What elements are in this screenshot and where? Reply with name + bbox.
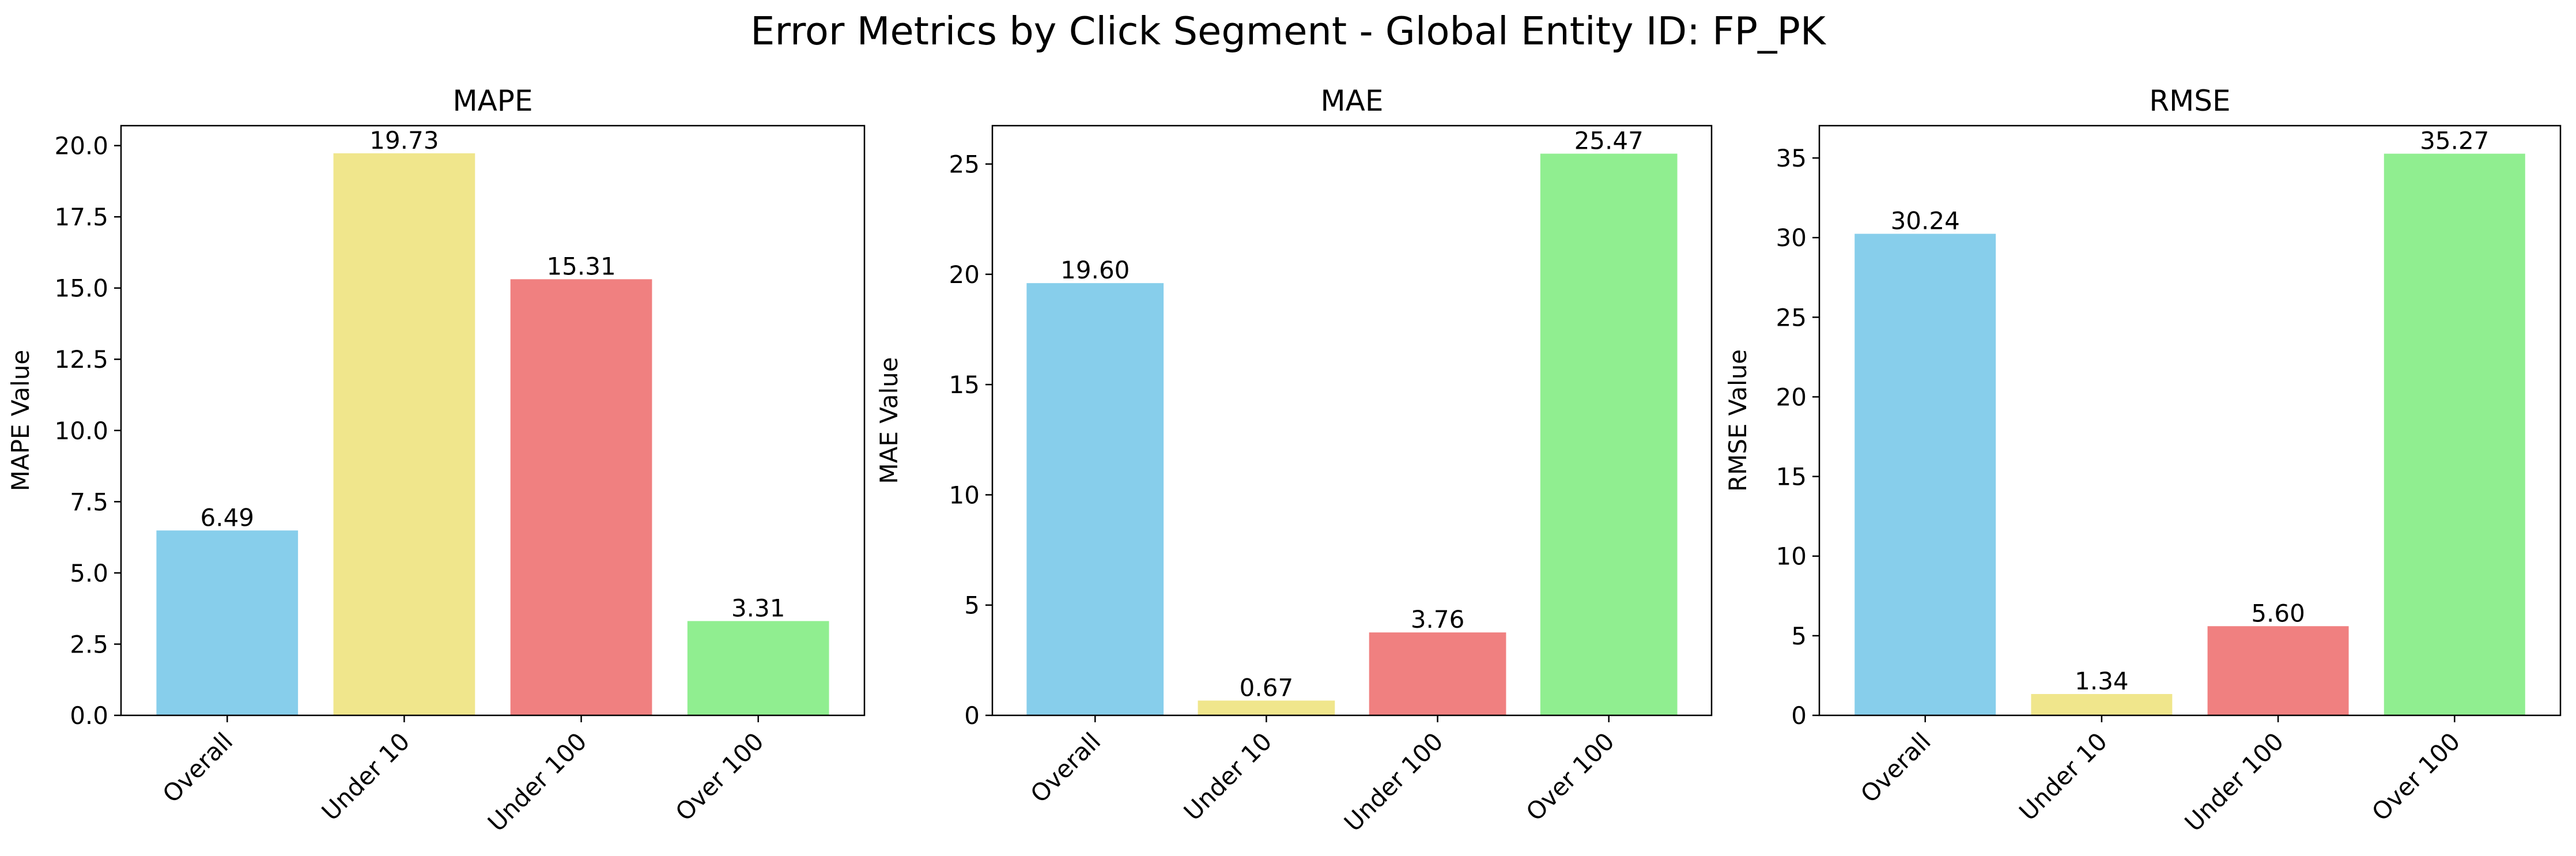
y-tick-label: 7.5 (70, 488, 108, 516)
y-tick-label: 25 (1776, 303, 1807, 331)
bar-value-label: 25.47 (1574, 127, 1644, 155)
bar (1026, 283, 1164, 715)
bar-value-label: 3.76 (1411, 605, 1465, 633)
panel-title: MAE (1321, 84, 1384, 118)
y-tick-label: 15 (949, 371, 980, 399)
y-tick-label: 20.0 (54, 132, 108, 160)
bar (1540, 153, 1678, 715)
bar-value-label: 1.34 (2075, 667, 2129, 695)
bar-value-label: 19.73 (369, 126, 439, 154)
y-tick-label: 20 (949, 261, 980, 289)
bar (156, 530, 299, 715)
y-tick-label: 35 (1776, 144, 1807, 172)
y-tick-label: 15.0 (54, 274, 108, 303)
y-tick-label: 10 (1776, 542, 1807, 571)
bar (510, 279, 652, 715)
y-tick-label: 10.0 (54, 417, 108, 445)
y-axis-label: MAPE Value (6, 350, 35, 492)
bar (2207, 626, 2349, 715)
y-tick-label: 25 (949, 150, 980, 179)
bar (2031, 693, 2173, 715)
bar-value-label: 5.60 (2251, 599, 2305, 627)
y-tick-label: 5.0 (70, 559, 108, 587)
y-tick-label: 10 (949, 481, 980, 509)
bar (1198, 700, 1335, 715)
y-tick-label: 17.5 (54, 203, 108, 231)
bar-value-label: 35.27 (2420, 127, 2489, 155)
axes-frame (991, 125, 1713, 717)
bar (2384, 153, 2525, 715)
y-tick-label: 15 (1776, 463, 1807, 491)
bar-value-label: 6.49 (201, 503, 255, 531)
y-tick-label: 5 (964, 591, 980, 620)
bar (333, 153, 475, 715)
y-tick-label: 30 (1776, 224, 1807, 252)
bar-value-label: 30.24 (1891, 207, 1960, 235)
bar-value-label: 15.31 (546, 252, 615, 280)
bar (687, 621, 829, 715)
y-axis-label: RMSE Value (1724, 349, 1752, 492)
panel-title: RMSE (2149, 84, 2230, 118)
y-tick-label: 5 (1791, 622, 1807, 650)
bar (1369, 632, 1506, 715)
axes-frame (120, 125, 866, 717)
bar (1854, 233, 1996, 715)
bar-value-label: 3.31 (731, 594, 785, 622)
y-tick-label: 0.0 (70, 702, 108, 730)
bar-value-label: 0.67 (1240, 673, 1294, 702)
y-axis-label: MAE Value (875, 357, 903, 484)
y-tick-label: 20 (1776, 383, 1807, 411)
panel-title: MAPE (452, 84, 532, 118)
bar-value-label: 19.60 (1060, 256, 1130, 284)
y-tick-label: 12.5 (54, 345, 108, 374)
axes-frame (1818, 125, 2562, 717)
figure-suptitle: Error Metrics by Click Segment - Global … (750, 9, 1827, 54)
y-tick-label: 2.5 (70, 630, 108, 658)
y-tick-label: 0 (964, 702, 980, 730)
y-tick-label: 0 (1791, 702, 1807, 730)
